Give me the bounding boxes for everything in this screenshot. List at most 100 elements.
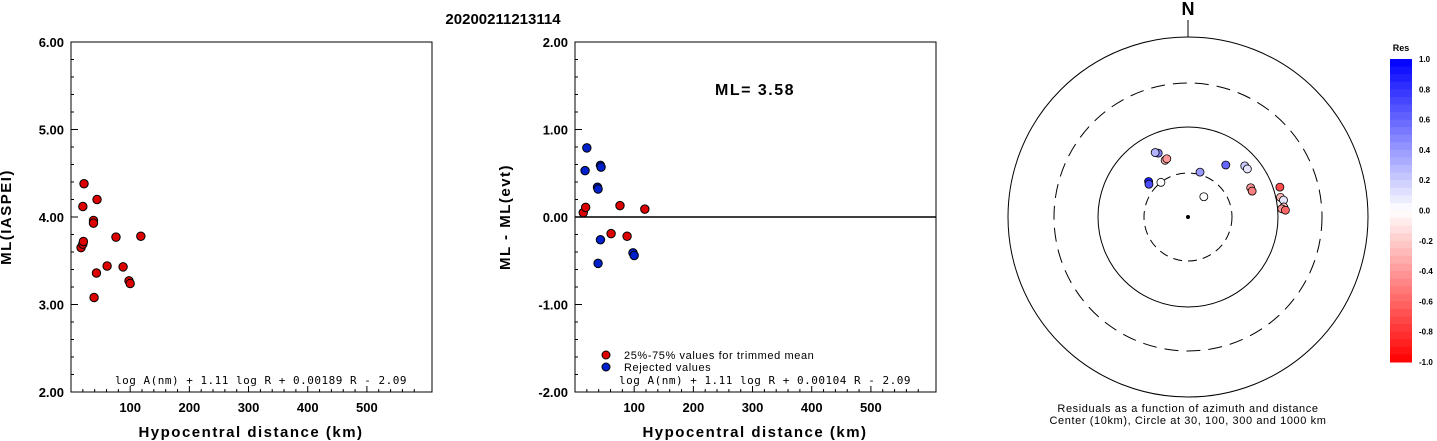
colorbar-segment (1390, 271, 1412, 280)
colorbar-segment (1390, 225, 1412, 234)
colorbar-segment (1390, 301, 1412, 310)
colorbar-segment (1390, 218, 1412, 227)
residual-vs-distance-panel: 100 200 300 400 500 -2.00 -1.00 0.00 1.00 2.00 ML… (497, 35, 937, 441)
azimuth-map-panel: N Residuals as a function of azimuth and… (1007, 0, 1433, 427)
colorbar-segment (1390, 195, 1412, 204)
panel1-ytick-label: 3.00 (39, 298, 64, 313)
colorbar-segment (1390, 324, 1412, 333)
panel2-xtick-label: 400 (801, 400, 823, 415)
station-marker (1242, 164, 1252, 174)
colorbar-tick-label: 1.0 (1419, 55, 1431, 64)
colorbar: 1.0 0.8 0.6 0.4 0.2 0.0 -0.2 -0.4 -0.6 -0.8 -1.0 (1390, 55, 1433, 367)
colorbar-tick-label: 0.8 (1419, 85, 1431, 94)
ml-annotation: ML= 3.58 (715, 82, 795, 99)
residual-point-rejected (593, 258, 603, 269)
colorbar-segment (1390, 255, 1412, 265)
colorbar-tick-label: 0.0 (1419, 207, 1431, 216)
panel2-ytick-label: -2.00 (538, 385, 568, 400)
ml-point (91, 268, 102, 278)
panel1-ytick-label: 4.00 (39, 210, 64, 225)
colorbar-segment (1390, 127, 1412, 136)
colorbar-tick-label: 0.2 (1419, 176, 1431, 185)
map-center (1186, 215, 1190, 219)
residual-point-trimmed (580, 202, 591, 213)
panel1-xtick-label: 300 (238, 400, 260, 415)
panel2-ytick-label: 0.00 (543, 210, 568, 225)
panel2-ytick-label: 1.00 (543, 123, 568, 138)
colorbar-segment (1390, 172, 1412, 181)
legend-label-rejected: Rejected values (624, 362, 711, 374)
panel1-frame (70, 41, 433, 393)
legend-marker-rejected (601, 362, 611, 372)
colorbar-segment (1390, 187, 1412, 196)
station-marker (1156, 177, 1166, 187)
colorbar-segment (1390, 278, 1412, 287)
colorbar-tick-label: -0.2 (1419, 237, 1433, 246)
ml-point (78, 236, 89, 247)
colorbar-segment (1390, 316, 1412, 325)
panel2-ytick-label: -1.00 (538, 298, 568, 313)
ml-point (78, 201, 88, 212)
ml-point (88, 218, 99, 228)
colorbar-segment (1390, 149, 1412, 158)
colorbar-segment (1390, 66, 1412, 75)
residual-point-rejected (595, 235, 606, 245)
panel1-xlabel: Hypocentral distance (km) (138, 424, 363, 441)
colorbar-segment (1390, 248, 1412, 257)
colorbar-tick-label: 0.4 (1419, 146, 1431, 155)
ml-vs-distance-panel: 100 200 300 400 500 2.00 3.00 4.00 5.00 6.00 Hypo… (0, 35, 433, 441)
ml-point (125, 278, 135, 289)
station-marker (1144, 179, 1154, 189)
station-marker (1150, 148, 1160, 157)
colorbar-segment (1390, 119, 1412, 128)
panel1-ytick-label: 5.00 (39, 123, 64, 138)
station-marker (1221, 160, 1231, 170)
colorbar-tick-label: 0.6 (1419, 116, 1431, 125)
legend-marker-trimmed (601, 350, 611, 360)
map-caption-line1: Residuals as a function of azimuth and d… (1057, 403, 1318, 415)
residual-point-trimmed (606, 228, 616, 239)
colorbar-segment (1390, 331, 1412, 340)
station-marker (1199, 192, 1209, 202)
panel2-formula: log A(nm) + 1.11 log R + 0.00104 R - 2.0… (619, 374, 911, 387)
panel2-xtick-label: 500 (860, 400, 882, 415)
residual-point-trimmed (615, 200, 625, 211)
panel2-ylabel: ML - ML(evt) (497, 164, 514, 270)
residual-point-trimmed (640, 204, 650, 214)
residual-point-rejected (593, 184, 603, 194)
station-marker (1162, 154, 1172, 164)
colorbar-segment (1390, 240, 1412, 249)
ring-30km (1143, 172, 1233, 262)
panel1-ytick-label: 2.00 (39, 385, 64, 400)
ml-point (79, 179, 89, 189)
colorbar-title: Res (1393, 43, 1410, 53)
colorbar-tick-label: -0.8 (1419, 328, 1433, 337)
colorbar-segment (1390, 293, 1412, 302)
colorbar-segment (1390, 165, 1412, 174)
colorbar-segment (1390, 339, 1412, 348)
colorbar-segment (1390, 96, 1412, 105)
colorbar-tick-label: -0.4 (1419, 267, 1433, 276)
ring-300km (1053, 82, 1323, 352)
colorbar-segment (1390, 202, 1412, 211)
panel2-xtick-label: 300 (742, 400, 764, 415)
station-marker (1247, 186, 1257, 196)
panel2-ytick-label: 2.00 (543, 35, 568, 50)
colorbar-segment (1390, 308, 1412, 318)
ml-point (92, 194, 102, 205)
colorbar-segment (1390, 74, 1412, 83)
station-marker (1275, 182, 1285, 192)
ring-100km (1097, 126, 1279, 308)
ml-point (89, 292, 99, 303)
residual-point-trimmed (622, 231, 632, 241)
colorbar-segment (1390, 180, 1412, 189)
colorbar-segment (1390, 346, 1412, 355)
colorbar-segment (1390, 142, 1412, 151)
north-label: N (1182, 0, 1195, 19)
colorbar-segment (1390, 263, 1412, 272)
panel1-xtick-label: 400 (297, 400, 319, 415)
station-marker (1195, 167, 1205, 177)
panel1-xtick-label: 500 (356, 400, 378, 415)
panel1-xtick-label: 100 (119, 400, 141, 415)
panel1-formula: log A(nm) + 1.11 log R + 0.00189 R - 2.0… (115, 374, 407, 387)
